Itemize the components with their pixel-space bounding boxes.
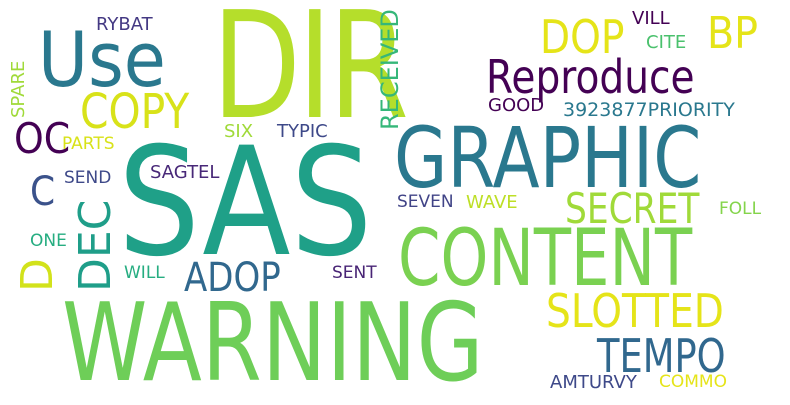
word-received: RECEIVED [376,9,404,130]
word-sas: SAS [118,116,373,290]
word-dec: DEC [70,199,121,292]
word-cite: CITE [646,32,687,53]
word-sagtel: SAGTEL [150,162,220,183]
word-use: Use [38,15,166,104]
word-will: WILL [124,263,165,283]
word-tempo: TEMPO [597,329,726,383]
word-spare: SPARE [8,60,29,118]
word-foll: FOLL [719,199,762,219]
word-3923877priority: 3923877PRIORITY [563,99,735,121]
word-good: GOOD [488,95,545,116]
word-rybat: RYBAT [96,14,153,35]
word-six: SIX [224,121,254,142]
word-dir: DIR [212,0,409,152]
word-oc: OC [14,114,71,163]
word-typic: TYPIC [277,121,328,142]
word-content: CONTENT [398,214,693,304]
word-send: SEND [64,168,112,188]
word-copy: COPY [80,84,190,140]
word-vill: VILL [632,8,670,29]
word-seven: SEVEN [397,192,454,212]
word-commo: COMMO [659,372,727,392]
word-bp: BP [707,8,759,59]
word-one: ONE [30,231,67,251]
word-parts: PARTS [62,134,115,154]
word-slotted: SLOTTED [546,284,724,338]
word-sent: SENT [332,263,377,283]
word-secret: SECRET [565,184,700,233]
word-dop: DOP [540,10,625,64]
word-adop: ADOP [184,255,281,301]
word-d: D [12,258,63,292]
word-c: C [30,169,56,215]
word-wave: WAVE [466,192,518,213]
word-amturvy: AMTURVY [550,372,637,393]
word-graphic: GRAPHIC [394,109,702,207]
word-warning: WARNING [62,281,484,405]
word-reproduce: Reproduce [486,50,695,104]
